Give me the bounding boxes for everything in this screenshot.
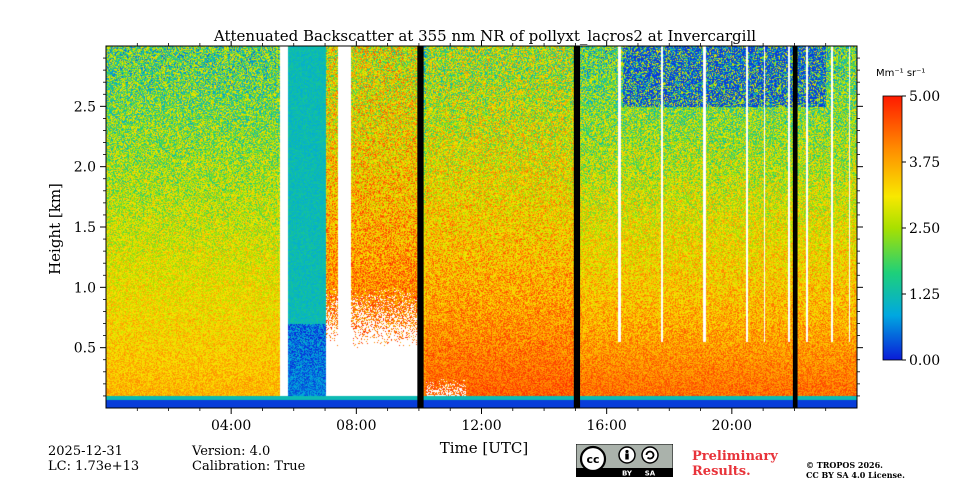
colorbar-tick-label: 5.00	[909, 89, 940, 105]
sa-icon	[641, 446, 659, 464]
y-axis: 0.5 1.0 1.5 2.0 2.5	[74, 57, 863, 397]
preliminary-notice: Preliminary Results.	[692, 449, 778, 479]
copyright-line-1: © TROPOS 2026.	[806, 460, 883, 470]
footer-middle: Version: 4.0 Calibration: True	[192, 444, 305, 474]
footer-left: 2025-12-31 LC: 1.73e+13	[48, 444, 139, 474]
by-text: BY	[622, 470, 633, 478]
copyright-notice: © TROPOS 2026. CC BY SA 4.0 License.	[806, 460, 905, 480]
y-tick-label: 2.0	[74, 160, 96, 176]
data-gap-bar	[573, 46, 581, 408]
copyright-line-2: CC BY SA 4.0 License.	[806, 470, 905, 480]
x-axis-label: Time [UTC]	[440, 439, 529, 457]
heatmap-canvas	[106, 46, 857, 408]
x-tick-label: 04:00	[211, 418, 251, 434]
cc-icon-text: cc	[586, 453, 599, 466]
colorbar-tick-label: 2.50	[909, 221, 940, 237]
x-tick-label: 08:00	[336, 418, 376, 434]
sa-text: SA	[645, 470, 656, 478]
colorbar-tick-label: 1.25	[909, 287, 940, 303]
x-axis: 04:00 08:00 12:00 16:00 20:00	[136, 41, 827, 434]
preliminary-line-2: Results.	[692, 464, 751, 479]
y-tick-label: 0.5	[74, 341, 96, 357]
calibration-label: Calibration: True	[192, 459, 306, 474]
x-tick-label: 20:00	[712, 418, 752, 434]
preliminary-line-1: Preliminary	[692, 449, 778, 464]
date-label: 2025-12-31	[48, 444, 123, 459]
x-tick-label: 12:00	[461, 418, 501, 434]
y-axis-label: Height [km]	[46, 183, 64, 275]
data-gaps	[417, 46, 798, 408]
version-label: Version: 4.0	[192, 444, 271, 459]
cc-icon	[579, 445, 607, 473]
colorbar-tick-label: 3.75	[909, 155, 940, 171]
colorbar-ticks: 0.00 1.25 2.50 3.75 5.00	[902, 89, 940, 369]
lc-label: LC: 1.73e+13	[48, 459, 140, 474]
plot-frame	[105, 45, 858, 409]
colorbar-unit: Mm⁻¹ sr⁻¹	[876, 68, 925, 79]
x-tick-label: 16:00	[586, 418, 626, 434]
data-gap-bar	[417, 46, 424, 408]
chart-title: Attenuated Backscatter at 355 nm NR of p…	[213, 27, 756, 45]
data-gap-bar	[792, 46, 798, 408]
colorbar-tick-label: 0.00	[909, 353, 940, 369]
y-tick-label: 1.5	[74, 220, 96, 236]
y-tick-label: 2.5	[74, 99, 96, 115]
colorbar	[882, 95, 903, 361]
cc-license-badge: cc BY SA	[576, 444, 673, 477]
y-tick-label: 1.0	[74, 280, 96, 296]
